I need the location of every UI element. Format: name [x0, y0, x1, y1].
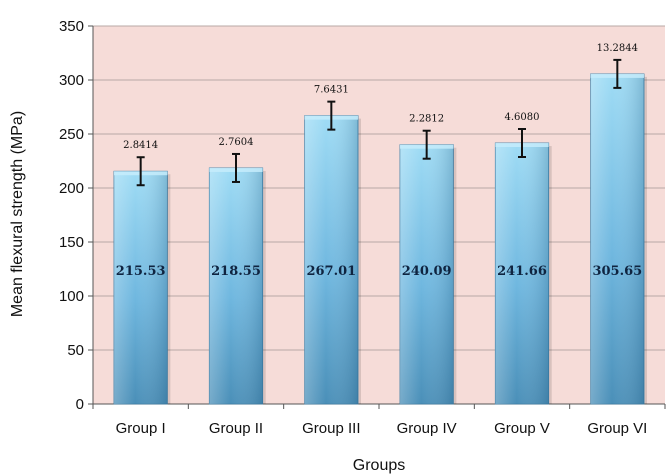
x-axis-title: Groups — [353, 457, 405, 474]
error-label: 2.2812 — [409, 114, 444, 125]
error-label: 2.8414 — [123, 140, 158, 151]
bar-value-label: 305.65 — [592, 264, 642, 279]
x-tick-label: Group II — [209, 420, 263, 437]
bar-value-label: 240.09 — [402, 264, 452, 279]
y-tick-label: 300 — [59, 72, 84, 89]
x-tick-label: Group III — [302, 420, 360, 437]
bar-value-label: 218.55 — [211, 264, 261, 279]
x-tick-label: Group VI — [587, 420, 647, 437]
y-tick-labels: 0 50 100 150 200 250 300 350 — [59, 18, 93, 413]
bar-shading — [590, 73, 645, 404]
y-tick-label: 350 — [59, 18, 84, 35]
x-tick-label: Group IV — [397, 420, 457, 437]
error-label: 2.7604 — [219, 137, 254, 148]
plot-background — [93, 26, 665, 404]
bars: 2.8414 215.53 2.7604 218.55 7.6431 267.01 2.28… — [113, 43, 648, 405]
y-tick-label: 200 — [59, 180, 84, 197]
x-tick-label: Group I — [116, 420, 166, 437]
bar-shading — [209, 167, 263, 404]
x-tick-labels: Group I Group II Group III Group IV Group V G… — [92, 404, 666, 437]
bar-value-label: 215.53 — [116, 264, 166, 279]
x-tick-label: Group V — [494, 420, 550, 437]
y-axis-title: Mean flexural strength (MPa) — [9, 111, 26, 317]
error-label: 4.6080 — [505, 112, 540, 123]
y-tick-label: 50 — [67, 342, 84, 359]
error-label: 7.6431 — [314, 85, 349, 96]
y-tick-label: 250 — [59, 126, 84, 143]
error-label: 13.2844 — [597, 43, 638, 54]
y-tick-label: 100 — [59, 288, 84, 305]
bar-shading — [399, 144, 454, 404]
bar-shading — [495, 143, 549, 404]
bar-value-label: 267.01 — [306, 264, 356, 279]
bar-shading — [113, 171, 168, 404]
bar-shading — [304, 115, 359, 404]
y-tick-label: 0 — [76, 396, 84, 413]
y-tick-label: 150 — [59, 234, 84, 251]
gridlines — [93, 25, 665, 351]
bar-value-label: 241.66 — [497, 264, 547, 279]
